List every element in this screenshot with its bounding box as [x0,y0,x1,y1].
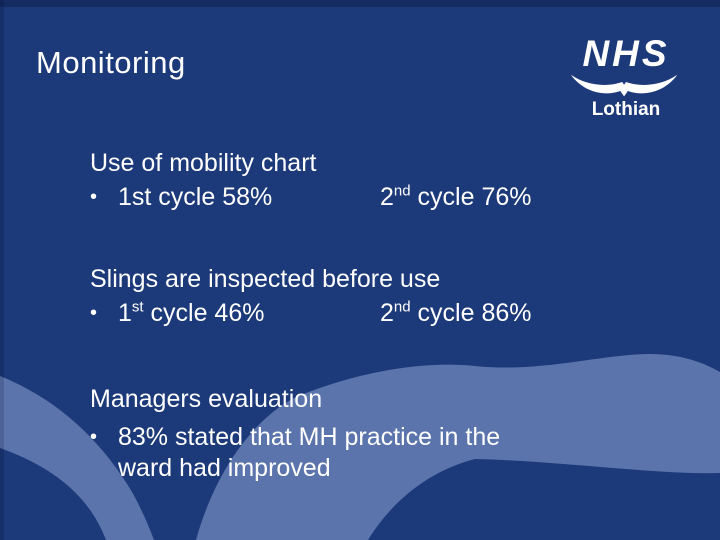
nhs-lothian-logo: NHS Lothian [558,33,694,120]
bullet-marker: • [90,186,98,208]
cycle-1-value: 1st cycle 58% [118,182,380,213]
swoosh-left-petal [0,376,154,540]
text-block-mobility-chart: Use of mobility chart • 1st cycle 58% 2n… [90,146,531,213]
bullet-text: cycle 86% [410,299,532,327]
text-block-managers-evaluation: Managers evaluation • 83% stated that MH… [90,382,500,484]
lothian-logo-text: Lothian [591,99,661,120]
slide-top-edge-shade [0,0,720,7]
slide-title: Monitoring [36,45,186,80]
cycle-2-value: 2nd cycle 76% [380,182,531,213]
bullet-marker: • [90,426,98,448]
swoosh-right-band [196,354,720,540]
bullet-line: • 1st cycle 46% 2nd cycle 86% [90,298,531,329]
bullet-text: 2 [380,183,394,211]
block-heading: Use of mobility chart [90,149,317,177]
bullet-text: 2 [380,299,394,327]
ordinal-suffix: st [131,298,144,316]
nhs-swoosh-icon [570,74,678,97]
cycle-2-value: 2nd cycle 86% [380,298,531,329]
block-heading: Managers evaluation [90,385,323,413]
ordinal-suffix: nd [393,182,411,200]
nhs-logo-text: NHS [582,33,670,74]
bullet-line: • 83% stated that MH practice in the war… [90,422,500,484]
bullet-text-wrapped: 83% stated that MH practice in the ward … [118,422,500,484]
block-heading: Slings are inspected before use [90,265,441,293]
bullet-marker: • [90,302,98,324]
bullet-text: cycle 46% [143,299,265,327]
bullet-text-line-1: 83% stated that MH practice in the [118,423,501,451]
bullet-text: cycle 76% [410,183,532,211]
ordinal-suffix: nd [393,298,411,316]
slide-left-edge-shade [0,0,4,540]
bullet-line: • 1st cycle 58% 2nd cycle 76% [90,182,531,213]
bullet-text: 1 [118,299,132,327]
bullet-text: 1st cycle 58% [118,183,273,211]
text-block-slings: Slings are inspected before use • 1st cy… [90,262,531,329]
cycle-1-value: 1st cycle 46% [118,298,380,329]
bullet-text-line-2: ward had improved [118,454,331,482]
